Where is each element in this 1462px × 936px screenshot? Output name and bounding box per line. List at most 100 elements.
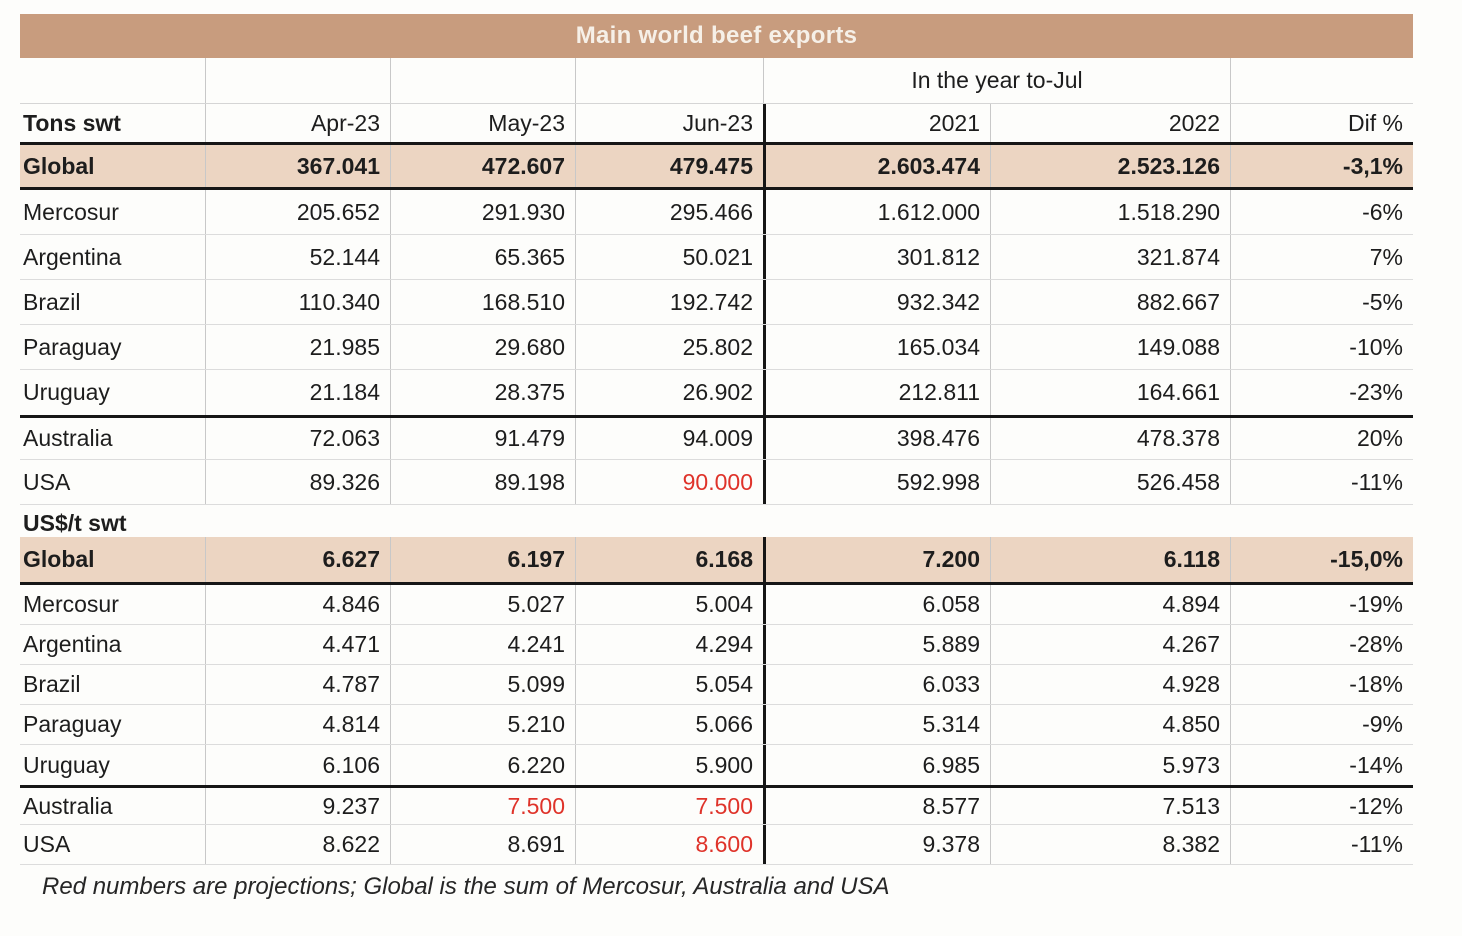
value-cell: 5.054 [575, 665, 763, 704]
spacer-cell [390, 58, 575, 103]
column-header-row: Tons swt Apr-23 May-23 Jun-23 2021 2022 … [20, 104, 1413, 145]
value-cell: 90.000 [575, 460, 763, 504]
value-cell: 4.850 [990, 705, 1230, 744]
value-cell: 4.814 [205, 705, 390, 744]
value-cell: 89.198 [390, 460, 575, 504]
value-cell: 472.607 [390, 145, 575, 187]
row-label: Mercosur [23, 591, 119, 617]
col-header-dif-pct: Dif % [1230, 104, 1413, 142]
col-header-may-23: May-23 [390, 104, 575, 142]
row-label: Argentina [23, 631, 122, 657]
value-cell: 6.197 [390, 537, 575, 582]
col-header-tons-swt: Tons swt [23, 109, 121, 136]
value-cell: 9.237 [205, 788, 390, 824]
value-cell: 20% [1230, 418, 1413, 459]
table-row-paraguay: Paraguay 4.814 5.210 5.066 5.314 4.850 -9% [20, 705, 1413, 745]
value-cell: 301.812 [763, 235, 990, 279]
year-span-label: In the year to-Jul [763, 58, 1230, 103]
value-cell: 7.200 [763, 537, 990, 582]
spacer-cell [575, 58, 763, 103]
value-cell: 321.874 [990, 235, 1230, 279]
value-cell: 7.513 [990, 788, 1230, 824]
value-cell: 8.382 [990, 825, 1230, 864]
value-cell: 6.627 [205, 537, 390, 582]
value-cell: 25.802 [575, 325, 763, 369]
value-cell: 479.475 [575, 145, 763, 187]
value-cell: 291.930 [390, 190, 575, 234]
value-cell: 164.661 [990, 370, 1230, 415]
usd-section-header-row: US$/t swt [20, 506, 1413, 537]
row-label: Global [23, 546, 95, 572]
row-label: Paraguay [23, 333, 122, 360]
value-cell: -9% [1230, 705, 1413, 744]
value-cell: 5.066 [575, 705, 763, 744]
value-cell: 72.063 [205, 418, 390, 459]
spacer-cell [205, 58, 390, 103]
row-label: USA [23, 831, 71, 857]
value-cell: -28% [1230, 625, 1413, 664]
value-cell: 6.033 [763, 665, 990, 704]
value-cell: 21.985 [205, 325, 390, 369]
value-cell: 5.973 [990, 745, 1230, 785]
value-cell: 6.106 [205, 745, 390, 785]
value-cell: 8.691 [390, 825, 575, 864]
value-cell: 8.577 [763, 788, 990, 824]
value-cell: 7.500 [390, 788, 575, 824]
value-cell: 52.144 [205, 235, 390, 279]
table-title: Main world beef exports [575, 22, 858, 49]
value-cell: 4.267 [990, 625, 1230, 664]
value-cell: 2.523.126 [990, 145, 1230, 187]
usd-section-label: US$/t swt [23, 510, 127, 536]
value-cell: -10% [1230, 325, 1413, 369]
table-row-mercosur: Mercosur 4.846 5.027 5.004 6.058 4.894 -19% [20, 585, 1413, 625]
value-cell: 4.471 [205, 625, 390, 664]
value-cell: 932.342 [763, 280, 990, 324]
value-cell: 26.902 [575, 370, 763, 415]
row-label: Global [23, 152, 95, 179]
year-span-row: In the year to-Jul [20, 58, 1413, 104]
col-header-apr-23: Apr-23 [205, 104, 390, 142]
value-cell: -18% [1230, 665, 1413, 704]
value-cell: 398.476 [763, 418, 990, 459]
row-label: Australia [23, 792, 113, 819]
table-title-bar: Main world beef exports [20, 14, 1413, 58]
value-cell: 168.510 [390, 280, 575, 324]
tons-rows-container: Mercosur 205.652 291.930 295.466 1.612.000 1.… [20, 190, 1413, 505]
value-cell: 882.667 [990, 280, 1230, 324]
value-cell: 5.889 [763, 625, 990, 664]
table-row-usa: USA 8.622 8.691 8.600 9.378 8.382 -11% [20, 825, 1413, 865]
value-cell: 5.210 [390, 705, 575, 744]
row-label: Brazil [23, 671, 81, 697]
usd-global-container: Global 6.627 6.197 6.168 7.200 6.118 -15,0% [20, 537, 1413, 585]
row-label: Uruguay [23, 379, 110, 405]
usd-rows-container: Mercosur 4.846 5.027 5.004 6.058 4.894 -19% Arg… [20, 585, 1413, 865]
value-cell: -23% [1230, 370, 1413, 415]
table-row-brazil: Brazil 4.787 5.099 5.054 6.033 4.928 -18% [20, 665, 1413, 705]
value-cell: 5.314 [763, 705, 990, 744]
table-row-uruguay: Uruguay 6.106 6.220 5.900 6.985 5.973 -14% [20, 745, 1413, 785]
value-cell: 9.378 [763, 825, 990, 864]
value-cell: 50.021 [575, 235, 763, 279]
value-cell: 5.004 [575, 585, 763, 624]
value-cell: 6.168 [575, 537, 763, 582]
value-cell: -11% [1230, 460, 1413, 504]
value-cell: 205.652 [205, 190, 390, 234]
col-header-jun-23: Jun-23 [575, 104, 763, 142]
global-row: Global 367.041 472.607 479.475 2.603.474 2.52… [20, 145, 1413, 190]
beef-exports-table: Main world beef exports In the year to-J… [20, 14, 1413, 901]
value-cell: 1.518.290 [990, 190, 1230, 234]
value-cell: 4.787 [205, 665, 390, 704]
value-cell: 6.985 [763, 745, 990, 785]
table-row-mercosur: Mercosur 205.652 291.930 295.466 1.612.000 1.… [20, 190, 1413, 235]
value-cell: 367.041 [205, 145, 390, 187]
row-label: Argentina [23, 243, 122, 270]
value-cell: -14% [1230, 745, 1413, 785]
table-row-usa: USA 89.326 89.198 90.000 592.998 526.458 -11% [20, 460, 1413, 505]
value-cell: 149.088 [990, 325, 1230, 369]
value-cell: 4.928 [990, 665, 1230, 704]
value-cell: 7.500 [575, 788, 763, 824]
value-cell: -12% [1230, 788, 1413, 824]
value-cell: 21.184 [205, 370, 390, 415]
value-cell: 8.600 [575, 825, 763, 864]
value-cell: -6% [1230, 190, 1413, 234]
